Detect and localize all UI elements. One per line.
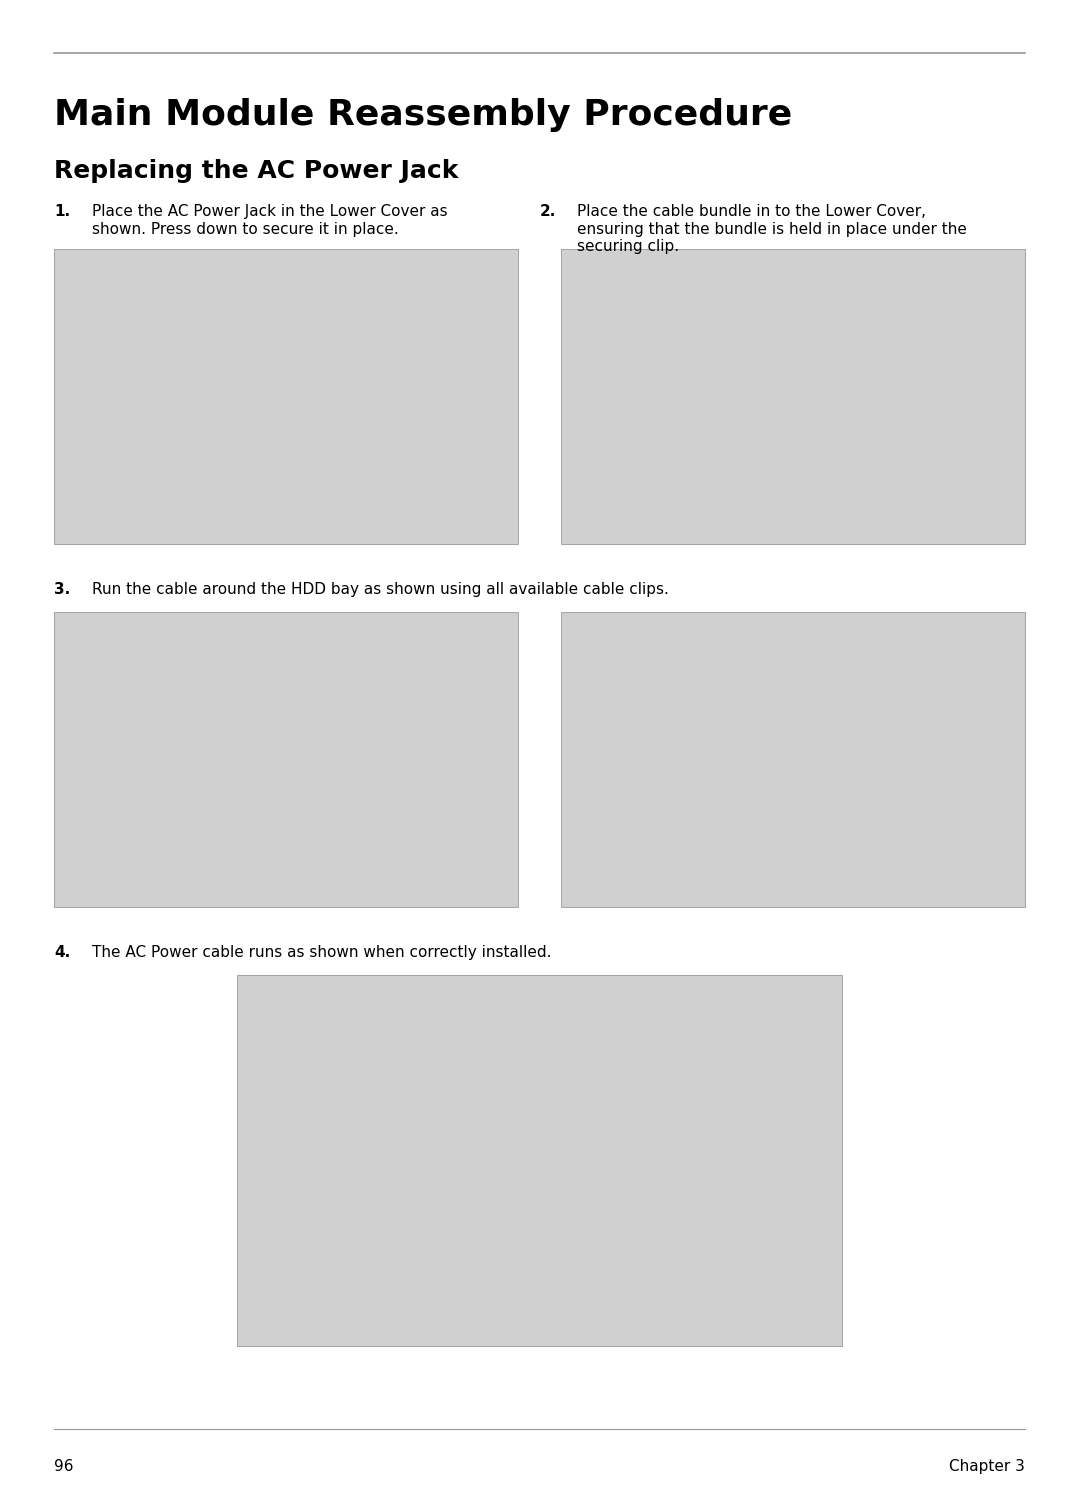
Text: Main Module Reassembly Procedure: Main Module Reassembly Procedure	[54, 98, 793, 132]
Text: Run the cable around the HDD bay as shown using all available cable clips.: Run the cable around the HDD bay as show…	[92, 582, 669, 597]
Text: 3.: 3.	[54, 582, 70, 597]
FancyBboxPatch shape	[54, 612, 518, 907]
Text: 4.: 4.	[54, 945, 70, 960]
Text: Place the AC Power Jack in the Lower Cover as
shown. Press down to secure it in : Place the AC Power Jack in the Lower Cov…	[92, 204, 447, 236]
FancyBboxPatch shape	[54, 249, 518, 544]
Text: Chapter 3: Chapter 3	[949, 1459, 1025, 1474]
Text: Replacing the AC Power Jack: Replacing the AC Power Jack	[54, 159, 458, 183]
Text: Place the cable bundle in to the Lower Cover,
ensuring that the bundle is held i: Place the cable bundle in to the Lower C…	[578, 204, 968, 254]
Text: 2.: 2.	[540, 204, 556, 219]
FancyBboxPatch shape	[562, 249, 1025, 544]
Text: The AC Power cable runs as shown when correctly installed.: The AC Power cable runs as shown when co…	[92, 945, 551, 960]
FancyBboxPatch shape	[562, 612, 1025, 907]
FancyBboxPatch shape	[238, 975, 842, 1346]
Text: 1.: 1.	[54, 204, 70, 219]
Text: 96: 96	[54, 1459, 73, 1474]
